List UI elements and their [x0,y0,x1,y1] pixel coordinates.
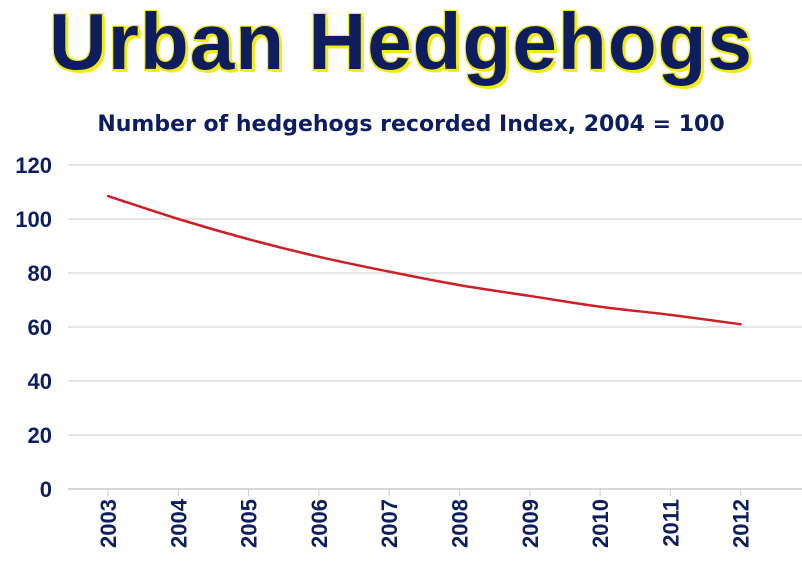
data-point-2010 [598,305,602,308]
data-point-2007 [388,270,391,273]
data-point-2003 [106,194,110,198]
x-tick-label: 2010 [588,499,613,548]
x-tick-label: 2006 [307,499,332,548]
data-point-2011 [669,313,672,317]
y-tick-label: 20 [28,423,52,448]
x-axis-ticks: 2003 2004 2005 2006 2007 2008 2009 2010 2011 2012 [96,489,754,548]
data-point-2009 [528,294,531,298]
series-line-0 [107,194,741,326]
x-tick-label: 2007 [377,499,402,548]
data-point-2004 [177,217,180,221]
y-tick-label: 40 [28,369,52,394]
data-point-2008 [458,283,461,287]
series-layer [106,194,742,326]
main-title: Urban Hedgehogs [49,0,753,86]
x-tick-label: 2005 [237,499,262,548]
y-tick-label: 60 [28,315,52,340]
x-tick-label: 2008 [448,499,473,548]
y-tick-label: 120 [15,153,52,178]
data-point-2006 [317,255,321,258]
data-point-2012 [739,323,742,326]
x-tick-label: 2011 [658,499,683,547]
x-tick-label: 2012 [729,499,754,548]
chart-subtitle: Number of hedgehogs recorded Index, 2004… [97,112,725,137]
x-tick-label: 2003 [96,499,121,548]
data-point-2005 [247,238,250,241]
y-tick-label: 80 [28,261,52,286]
x-tick-label: 2004 [166,498,191,548]
y-tick-label: 0 [40,477,52,502]
y-axis-ticks: 0 20 40 60 80 100 120 [15,153,52,502]
y-tick-label: 100 [15,207,52,232]
gridlines [68,164,802,490]
x-tick-label: 2009 [518,499,543,548]
